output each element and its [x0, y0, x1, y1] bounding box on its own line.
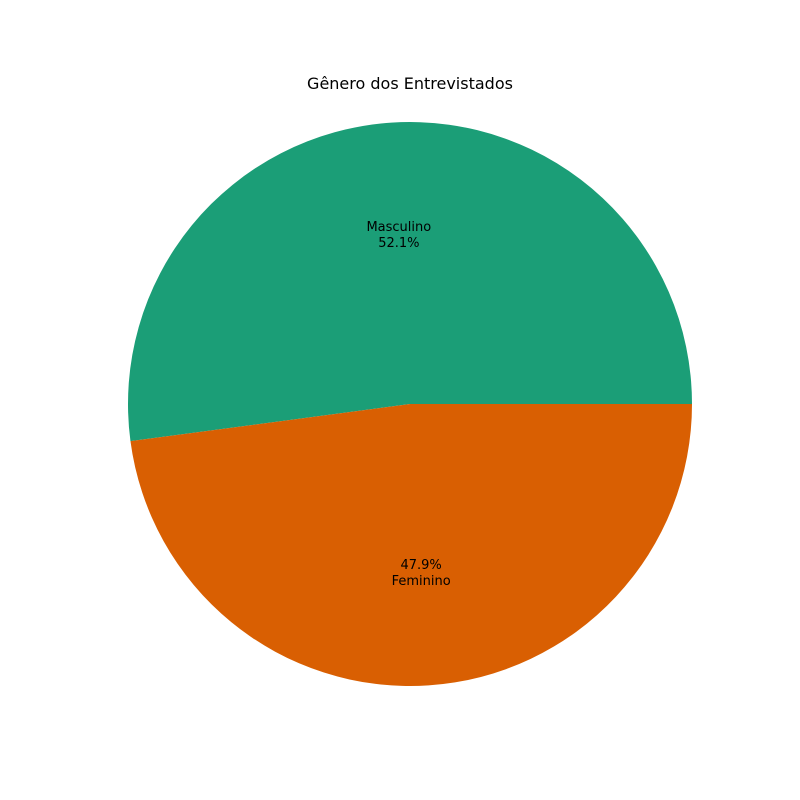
pie-slice-feminino	[130, 404, 692, 687]
slice-label-feminino: 47.9% Feminino	[392, 558, 451, 589]
slice-pct-feminino: 47.9%	[400, 558, 441, 573]
slice-name-feminino: Feminino	[392, 574, 451, 589]
slice-label-masculino: Masculino 52.1%	[366, 220, 431, 251]
chart-title: Gênero dos Entrevistados	[307, 74, 513, 93]
slices-layer	[127, 122, 692, 687]
labels-layer: Masculino 52.1% 47.9% Feminino	[366, 220, 450, 589]
slice-pct-masculino: 52.1%	[378, 236, 419, 251]
slice-name-masculino: Masculino	[366, 220, 431, 235]
pie-slice-masculino	[127, 122, 692, 442]
